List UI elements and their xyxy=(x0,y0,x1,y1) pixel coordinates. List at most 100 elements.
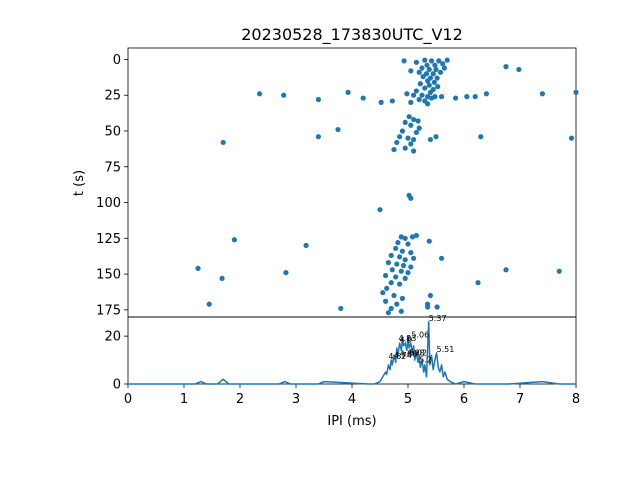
scatter-point xyxy=(404,91,410,97)
histogram-peak-label: 5.51 xyxy=(437,345,455,354)
scatter-point xyxy=(394,261,400,267)
chart-title: 20230528_173830UTC_V12 xyxy=(241,25,463,45)
histogram-x-tick-label: 7 xyxy=(516,392,524,407)
scatter-point xyxy=(419,65,425,71)
scatter-point xyxy=(478,134,484,140)
histogram-y-tick-label: 0 xyxy=(113,378,121,393)
scatter-point xyxy=(405,270,411,276)
scatter-point xyxy=(408,264,414,270)
scatter-point xyxy=(425,94,431,100)
scatter-point xyxy=(402,235,408,241)
scatter-point xyxy=(408,141,414,147)
scatter-point xyxy=(195,265,201,271)
scatter-point xyxy=(378,99,384,105)
scatter-point xyxy=(441,65,447,71)
scatter-point xyxy=(406,114,412,120)
histogram-peak-label: 5.06 xyxy=(411,331,429,340)
scatter-point xyxy=(432,94,438,100)
scatter-point xyxy=(413,88,419,94)
scatter-y-tick-label: 100 xyxy=(96,196,121,211)
histogram-x-tick-label: 0 xyxy=(124,392,132,407)
scatter-point xyxy=(472,94,478,100)
scatter-point xyxy=(399,128,405,134)
scatter-point xyxy=(394,301,400,307)
scatter-point xyxy=(383,272,389,279)
scatter-point xyxy=(516,66,522,73)
scatter-point xyxy=(426,82,432,88)
scatter-point xyxy=(439,255,445,261)
scatter-point xyxy=(437,69,444,75)
scatter-point xyxy=(380,290,386,296)
scatter-point xyxy=(419,92,425,98)
scatter-point xyxy=(425,78,431,84)
scatter-point xyxy=(556,268,562,274)
scatter-point xyxy=(345,89,351,95)
scatter-point xyxy=(393,274,399,280)
scatter-y-tick-label: 25 xyxy=(104,89,121,104)
scatter-point xyxy=(427,89,433,95)
scatter-point xyxy=(408,122,414,128)
scatter-point xyxy=(398,234,404,240)
scatter-point xyxy=(434,304,440,310)
scatter-point xyxy=(411,92,417,98)
scatter-point xyxy=(427,292,433,299)
scatter-point xyxy=(283,270,289,276)
scatter-point xyxy=(434,75,440,81)
scatter-point xyxy=(503,64,509,70)
scatter-point xyxy=(360,95,366,101)
scatter-y-tick-label: 125 xyxy=(96,232,121,247)
histogram-peak-label: 4.83 xyxy=(398,334,416,343)
scatter-point xyxy=(220,139,226,146)
scatter-point xyxy=(389,98,395,104)
histogram-peak-label: 5.2 xyxy=(419,356,432,365)
histogram-x-axis-label: IPI (ms) xyxy=(327,414,376,429)
scatter-y-tick-label: 75 xyxy=(104,160,121,175)
scatter-point xyxy=(257,91,263,97)
histogram-peak-label: 5.02 xyxy=(409,348,427,357)
scatter-point xyxy=(417,81,423,87)
scatter-point xyxy=(397,254,403,260)
scatter-point xyxy=(338,305,344,312)
scatter-point xyxy=(408,250,414,256)
scatter-point xyxy=(427,136,433,143)
scatter-point xyxy=(219,275,225,281)
scatter-point xyxy=(416,69,422,75)
histogram-peak-label: 4.9 xyxy=(400,335,413,344)
scatter-point xyxy=(402,145,408,151)
scatter-point xyxy=(413,129,419,136)
histogram-x-tick-label: 6 xyxy=(460,392,468,407)
scatter-point xyxy=(401,58,407,64)
scatter-point xyxy=(388,252,394,259)
histogram-peak-label: 4.62 xyxy=(388,352,406,361)
scatter-y-tick-label: 150 xyxy=(96,268,121,283)
scatter-panel: 0 25 50 75 100 125 150 175 t (s) xyxy=(72,47,579,318)
scatter-point xyxy=(398,308,404,314)
scatter-point xyxy=(377,207,383,213)
histogram-series-line xyxy=(128,321,576,385)
scatter-point xyxy=(389,267,395,273)
histogram-panel: 0 1 2 3 4 5 6 7 8 0 20 5.375.064.834.9 5.51 4.985.02… xyxy=(104,314,580,429)
scatter-point xyxy=(413,59,419,65)
scatter-point xyxy=(416,125,422,131)
scatter-point xyxy=(464,94,470,100)
scatter-point xyxy=(411,148,417,154)
scatter-point xyxy=(436,58,442,64)
scatter-point xyxy=(411,255,417,261)
scatter-point xyxy=(388,280,394,286)
scatter-point xyxy=(539,91,546,97)
scatter-point xyxy=(416,96,422,103)
scatter-point xyxy=(430,71,436,77)
scatter-point xyxy=(335,126,341,133)
histogram-x-tick-label: 5 xyxy=(404,392,412,407)
scatter-point xyxy=(397,281,403,287)
scatter-point xyxy=(433,66,439,73)
scatter-point xyxy=(402,275,408,281)
scatter-point xyxy=(385,310,391,316)
scatter-point xyxy=(483,91,489,97)
histogram-x-tick-label: 8 xyxy=(572,392,580,407)
histogram-peak-label: 4.88 xyxy=(400,350,418,359)
scatter-point xyxy=(398,268,404,274)
scatter-point xyxy=(385,260,391,266)
scatter-point xyxy=(428,58,435,64)
